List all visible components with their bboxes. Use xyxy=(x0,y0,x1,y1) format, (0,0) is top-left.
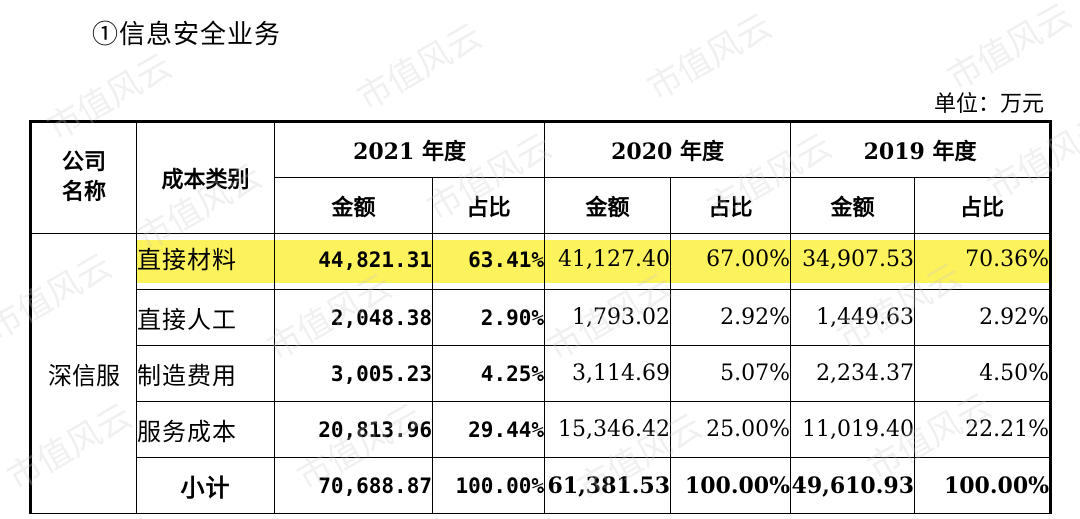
ratio-value: 70.36% xyxy=(915,240,1050,283)
ratio-value: 63.41% xyxy=(433,240,545,283)
amount-value: 61,381.53 xyxy=(544,457,672,514)
watermark: 市值风云 xyxy=(640,6,779,109)
amount-header: 金额 xyxy=(274,177,433,234)
category-label: 直接材料 xyxy=(137,240,274,283)
ratio-value: 25.00% xyxy=(670,401,792,458)
company-header: 公司 名称 xyxy=(30,121,137,234)
ratio-cell: 67.00% xyxy=(670,233,792,290)
category-header: 成本类别 xyxy=(136,121,275,234)
amount-cell: 44,821.31 xyxy=(274,233,433,290)
ratio-value: 2.92% xyxy=(914,289,1052,346)
ratio-value: 22.21% xyxy=(914,401,1052,458)
amount-value: 3,005.23 xyxy=(274,345,433,402)
ratio-value: 5.07% xyxy=(670,345,792,402)
ratio-value: 100.00% xyxy=(914,457,1052,514)
unit-label: 单位：万元 xyxy=(933,92,1044,117)
ratio-value: 67.00% xyxy=(671,240,791,283)
amount-value: 11,019.40 xyxy=(790,401,916,458)
category-label: 直接人工 xyxy=(136,289,275,346)
subtotal-label: 小计 xyxy=(136,457,275,514)
table-row: 深信服 直接材料 44,821.31 63.41% 41,127.40 67.0… xyxy=(30,233,1052,514)
ratio-value: 2.92% xyxy=(670,289,792,346)
ratio-value: 100.00% xyxy=(431,457,546,514)
table-row: 服务成本 20,813.96 29.44% 15,346.42 25.00% 1… xyxy=(31,401,1052,458)
ratio-header: 占比 xyxy=(431,177,546,234)
amount-value: 70,688.87 xyxy=(274,457,433,514)
amount-value: 2,234.37 xyxy=(790,345,916,402)
amount-value: 20,813.96 xyxy=(274,401,433,458)
watermark: 市值风云 xyxy=(940,0,1079,99)
ratio-value: 100.00% xyxy=(670,457,792,514)
amount-value: 44,821.31 xyxy=(275,240,432,283)
amount-value: 1,793.02 xyxy=(544,289,672,346)
company-header-line: 名称 xyxy=(61,180,106,205)
ratio-header: 占比 xyxy=(914,177,1052,234)
company-header-line: 公司 xyxy=(61,150,106,175)
year-header-2021: 2021 年度 xyxy=(273,121,546,178)
ratio-value: 4.50% xyxy=(914,345,1052,402)
subtotal-row: 小计 70,688.87 100.00% 61,381.53 100.00% 4… xyxy=(31,457,1052,514)
ratio-value: 2.90% xyxy=(431,289,546,346)
ratio-cell: 70.36% xyxy=(914,233,1052,290)
amount-value: 15,346.42 xyxy=(544,401,672,458)
table-row: 直接人工 2,048.38 2.90% 1,793.02 2.92% 1,449… xyxy=(31,289,1052,346)
cost-table: 公司 名称 成本类别 2021 年度 2020 年度 2019 年度 金额 占比… xyxy=(29,120,1053,514)
company-name: 深信服 xyxy=(30,233,137,514)
amount-header: 金额 xyxy=(790,177,916,234)
category-cell: 直接材料 xyxy=(136,233,275,290)
ratio-cell: 63.41% xyxy=(431,233,546,290)
category-label: 制造费用 xyxy=(136,345,275,402)
amount-value: 2,048.38 xyxy=(274,289,433,346)
amount-value: 34,907.53 xyxy=(791,240,915,283)
section-title: ①信息安全业务 xyxy=(92,20,282,50)
year-header-2020: 2020 年度 xyxy=(544,121,792,178)
amount-header: 金额 xyxy=(544,177,672,234)
amount-cell: 41,127.40 xyxy=(544,233,672,290)
amount-value: 49,610.93 xyxy=(790,457,916,514)
table-row: 制造费用 3,005.23 4.25% 3,114.69 5.07% 2,234… xyxy=(31,345,1052,402)
year-header-2019: 2019 年度 xyxy=(790,121,1052,178)
ratio-value: 4.25% xyxy=(431,345,546,402)
ratio-header: 占比 xyxy=(670,177,792,234)
header-row-years: 公司 名称 成本类别 2021 年度 2020 年度 2019 年度 xyxy=(30,121,1052,234)
amount-value: 3,114.69 xyxy=(544,345,672,402)
category-label: 服务成本 xyxy=(136,401,275,458)
amount-value: 1,449.63 xyxy=(790,289,916,346)
amount-value: 41,127.40 xyxy=(545,240,671,283)
ratio-value: 29.44% xyxy=(431,401,546,458)
watermark: 市值风云 xyxy=(350,16,489,119)
amount-cell: 34,907.53 xyxy=(790,233,916,290)
